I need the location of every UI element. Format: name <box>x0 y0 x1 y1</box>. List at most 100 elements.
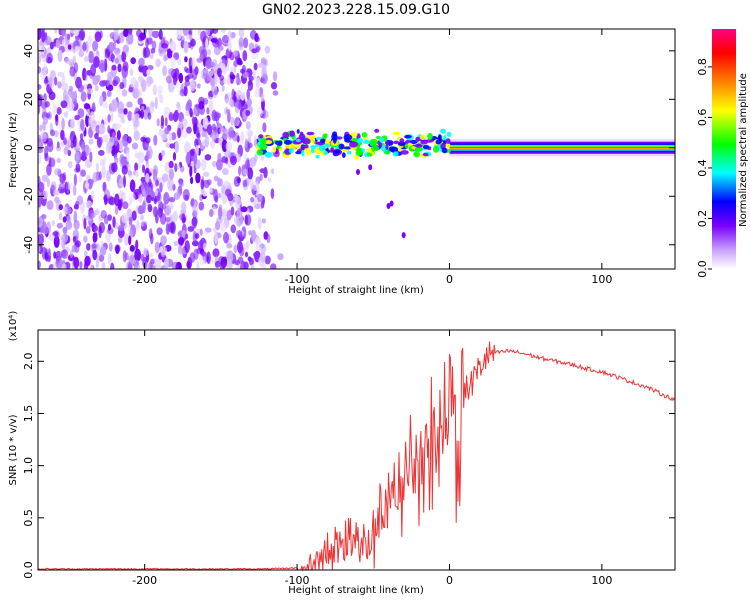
noise-cell <box>190 38 196 47</box>
noise-cell <box>168 133 173 142</box>
isolated-cell <box>401 232 406 239</box>
noise-cell <box>126 149 130 162</box>
noise-cell <box>54 130 59 138</box>
noise-cell <box>253 252 258 258</box>
noise-cell <box>219 127 226 134</box>
noise-cell <box>102 102 108 109</box>
noise-cell <box>100 210 107 219</box>
noise-cell <box>158 29 163 40</box>
noise-cell <box>70 91 77 100</box>
transition-cell <box>404 143 409 149</box>
noise-cell <box>238 37 244 47</box>
noise-cell <box>128 216 133 223</box>
noise-cell <box>170 57 177 68</box>
noise-cell <box>186 34 193 40</box>
noise-cell <box>221 85 225 92</box>
noise-cell <box>181 201 187 212</box>
noise-cell <box>242 179 248 188</box>
noise-cell <box>189 165 193 177</box>
noise-cell <box>86 200 92 209</box>
noise-cell <box>212 248 220 258</box>
noise-cell <box>236 177 241 184</box>
noise-cell <box>209 187 213 194</box>
noise-cell <box>92 232 97 243</box>
noise-cell <box>114 157 119 164</box>
noise-cell <box>181 213 186 224</box>
noise-cell <box>243 103 249 110</box>
y-tick-label: 2.0 <box>22 353 35 371</box>
noise-cell <box>114 47 121 54</box>
noise-cell <box>250 229 257 242</box>
snr-y-axis-label: SNR (10 * v/v) <box>8 414 19 485</box>
noise-cell <box>213 175 219 182</box>
noise-cell <box>253 135 257 148</box>
noise-cell <box>81 141 86 152</box>
noise-cell <box>78 50 85 58</box>
noise-cell <box>67 149 72 157</box>
noise-cell <box>240 260 247 269</box>
noise-cell <box>187 226 195 232</box>
noise-cell <box>46 200 54 211</box>
noise-cell <box>43 78 49 84</box>
colorbar-tick-label: 0.4 <box>696 159 709 177</box>
noise-cell <box>259 168 267 174</box>
noise-cell <box>201 251 206 257</box>
noise-cell <box>136 88 142 97</box>
transition-cell <box>422 144 430 150</box>
transition-cell <box>300 144 306 150</box>
noise-cell <box>178 236 185 246</box>
x-tick-label: -100 <box>285 574 310 587</box>
noise-cell <box>249 29 257 40</box>
noise-cell <box>73 219 80 230</box>
noise-cell <box>146 37 153 45</box>
noise-cell <box>122 250 127 263</box>
noise-cell <box>61 39 66 46</box>
noise-cell <box>226 243 233 249</box>
noise-cell <box>202 242 207 252</box>
noise-cell <box>40 131 47 143</box>
noise-cell <box>57 49 63 62</box>
noise-cell <box>61 263 65 269</box>
noise-cell <box>159 246 164 253</box>
noise-cell <box>214 195 219 203</box>
noise-cell <box>113 56 120 65</box>
transition-cell <box>415 136 421 142</box>
noise-cell <box>224 188 232 197</box>
noise-cell <box>38 84 42 90</box>
noise-cell <box>69 249 74 258</box>
snr-frame <box>37 329 676 571</box>
noise-cell <box>61 29 66 37</box>
noise-cell <box>264 45 271 54</box>
noise-cell <box>171 261 179 269</box>
noise-cell <box>208 100 214 110</box>
noise-cell <box>222 208 227 221</box>
noise-cell <box>211 29 219 34</box>
noise-cell <box>161 133 168 141</box>
noise-cell <box>110 262 115 269</box>
noise-cell <box>196 261 200 269</box>
noise-cell <box>127 110 133 122</box>
noise-cell <box>143 109 149 120</box>
noise-cell <box>80 118 85 131</box>
transition-cell <box>347 150 352 155</box>
noise-cell <box>206 107 210 115</box>
noise-cell <box>141 164 146 173</box>
noise-cell <box>153 197 157 205</box>
noise-cell <box>243 153 248 160</box>
noise-cell <box>117 101 125 114</box>
noise-cell <box>84 250 88 258</box>
y-tick-label: 0.0 <box>22 561 35 579</box>
noise-cell <box>147 64 154 71</box>
noise-cell <box>178 181 184 187</box>
noise-cell <box>160 115 164 127</box>
noise-cell <box>55 257 63 269</box>
noise-cell <box>54 76 58 86</box>
noise-cell <box>210 139 216 149</box>
heatmap-y-axis-label: Frequency (Hz) <box>8 112 19 188</box>
noise-cell <box>202 171 210 177</box>
transition-cell <box>314 147 321 155</box>
noise-cell <box>80 91 87 102</box>
noise-cell <box>107 223 112 231</box>
noise-cell <box>230 224 237 234</box>
noise-cell <box>113 76 120 85</box>
